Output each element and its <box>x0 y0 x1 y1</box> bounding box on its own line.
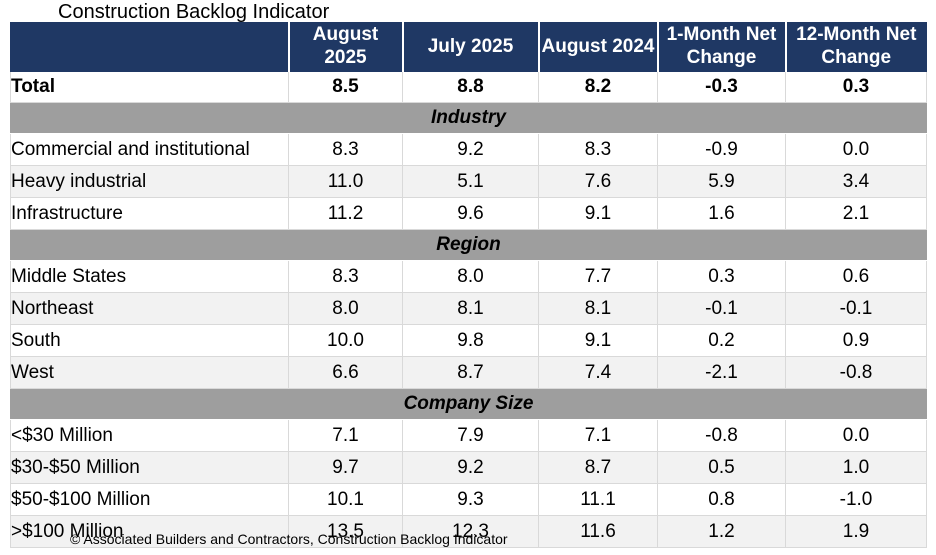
row-label: Middle States <box>10 260 289 293</box>
cell-value: 8.2 <box>538 71 658 103</box>
cell-value: 8.7 <box>538 451 658 484</box>
cell-value: 11.2 <box>288 197 403 230</box>
row-label: Northeast <box>10 292 289 325</box>
cell-value: 12.3 <box>402 515 539 548</box>
cell-value: 5.9 <box>657 165 786 198</box>
section-header-region: Region <box>10 229 927 261</box>
section-title: Industry <box>10 102 927 134</box>
cell-value: 2.1 <box>785 197 927 230</box>
col-header-12-month-net-change: 12-Month Net Change <box>784 22 927 72</box>
cell-value: 10.1 <box>288 483 403 516</box>
cell-value: 0.3 <box>657 260 786 293</box>
row-label: South <box>10 324 289 357</box>
row-under-30-million: <$30 Million 7.1 7.9 7.1 -0.8 0.0 <box>10 419 927 452</box>
header-row: August 2025 July 2025 August 2024 1-Mont… <box>10 22 927 72</box>
cell-value: 7.4 <box>538 356 658 389</box>
row-label: $50-$100 Million <box>10 483 289 516</box>
cell-value: 9.6 <box>402 197 539 230</box>
cell-value: 11.6 <box>538 515 658 548</box>
cell-value: 9.8 <box>402 324 539 357</box>
row-label: Heavy industrial <box>10 165 289 198</box>
cell-value: 7.6 <box>538 165 658 198</box>
cell-value: 7.1 <box>538 419 658 452</box>
cell-value: 5.1 <box>402 165 539 198</box>
col-header-august-2024: August 2024 <box>537 22 658 72</box>
cell-value: 11.1 <box>538 483 658 516</box>
row-50-100-million: $50-$100 Million 10.1 9.3 11.1 0.8 -1.0 <box>10 483 927 516</box>
col-header-1-month-net-change: 1-Month Net Change <box>656 22 786 72</box>
cell-value: 0.5 <box>657 451 786 484</box>
section-title: Company Size <box>10 388 927 420</box>
cell-value: 1.2 <box>657 515 786 548</box>
row-northeast: Northeast 8.0 8.1 8.1 -0.1 -0.1 <box>10 292 927 325</box>
cell-value: 0.2 <box>657 324 786 357</box>
backlog-table: August 2025 July 2025 August 2024 1-Mont… <box>10 22 927 548</box>
cell-value: 0.3 <box>785 71 927 103</box>
cell-value: -1.0 <box>785 483 927 516</box>
row-commercial-and-institutional: Commercial and institutional 8.3 9.2 8.3… <box>10 133 927 166</box>
cell-value: 9.1 <box>538 197 658 230</box>
cell-value: 8.8 <box>402 71 539 103</box>
row-label: <$30 Million <box>10 419 289 452</box>
col-header-july-2025: July 2025 <box>401 22 539 72</box>
col-header-category <box>10 22 289 72</box>
row-label: West <box>10 356 289 389</box>
cell-value: -0.9 <box>657 133 786 166</box>
cell-value: 7.9 <box>402 419 539 452</box>
section-title: Region <box>10 229 927 261</box>
cell-value: 1.0 <box>785 451 927 484</box>
row-total: Total 8.5 8.8 8.2 -0.3 0.3 <box>10 71 927 103</box>
cell-value: 11.0 <box>288 165 403 198</box>
row-south: South 10.0 9.8 9.1 0.2 0.9 <box>10 324 927 357</box>
row-label: Commercial and institutional <box>10 133 289 166</box>
row-label: Total <box>10 71 289 103</box>
cell-value: 9.2 <box>402 451 539 484</box>
cell-value: 7.7 <box>538 260 658 293</box>
cell-value: 1.6 <box>657 197 786 230</box>
row-heavy-industrial: Heavy industrial 11.0 5.1 7.6 5.9 3.4 <box>10 165 927 198</box>
section-header-industry: Industry <box>10 102 927 134</box>
cell-value: 8.3 <box>288 260 403 293</box>
cell-value: 6.6 <box>288 356 403 389</box>
cell-value: 0.0 <box>785 133 927 166</box>
cell-value: -0.3 <box>657 71 786 103</box>
cell-value: 3.4 <box>785 165 927 198</box>
cell-value: 8.1 <box>538 292 658 325</box>
cell-value: -0.1 <box>785 292 927 325</box>
cell-value: 0.9 <box>785 324 927 357</box>
cell-value: 10.0 <box>288 324 403 357</box>
cell-value: -0.1 <box>657 292 786 325</box>
cell-value: 8.7 <box>402 356 539 389</box>
section-header-company-size: Company Size <box>10 388 927 420</box>
cell-value: 9.1 <box>538 324 658 357</box>
col-header-august-2025: August 2025 <box>287 22 403 72</box>
row-middle-states: Middle States 8.3 8.0 7.7 0.3 0.6 <box>10 260 927 293</box>
cell-value: 0.8 <box>657 483 786 516</box>
row-30-50-million: $30-$50 Million 9.7 9.2 8.7 0.5 1.0 <box>10 451 927 484</box>
row-infrastructure: Infrastructure 11.2 9.6 9.1 1.6 2.1 <box>10 197 927 230</box>
copyright-source-note: © Associated Builders and Contractors, C… <box>70 531 508 547</box>
cell-value: 8.3 <box>538 133 658 166</box>
cell-value: -0.8 <box>785 356 927 389</box>
cell-value: 1.9 <box>785 515 927 548</box>
cell-value: -2.1 <box>657 356 786 389</box>
cell-value: -0.8 <box>657 419 786 452</box>
row-west: West 6.6 8.7 7.4 -2.1 -0.8 <box>10 356 927 389</box>
cell-value: 9.2 <box>402 133 539 166</box>
row-label: $30-$50 Million <box>10 451 289 484</box>
cell-value: 7.1 <box>288 419 403 452</box>
page-title: Construction Backlog Indicator <box>58 1 330 23</box>
cell-value: 8.3 <box>288 133 403 166</box>
cell-value: 8.5 <box>288 71 403 103</box>
cell-value: 8.0 <box>288 292 403 325</box>
row-label: >$100 Million <box>10 515 289 548</box>
cell-value: 9.7 <box>288 451 403 484</box>
cell-value: 9.3 <box>402 483 539 516</box>
row-label: Infrastructure <box>10 197 289 230</box>
cell-value: 0.6 <box>785 260 927 293</box>
cell-value: 0.0 <box>785 419 927 452</box>
cell-value: 8.0 <box>402 260 539 293</box>
cell-value: 8.1 <box>402 292 539 325</box>
row-over-100-million: >$100 Million 13.5 12.3 11.6 1.2 1.9 <box>10 515 927 548</box>
